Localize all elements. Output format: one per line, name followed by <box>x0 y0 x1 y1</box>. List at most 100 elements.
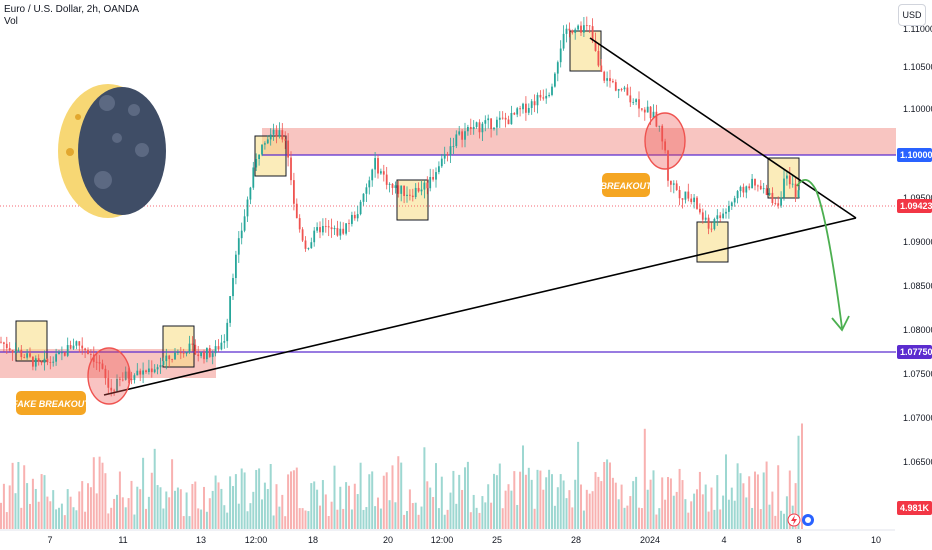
time-tick: 18 <box>308 535 318 545</box>
volume-bar <box>182 516 185 529</box>
candle-body <box>475 122 478 127</box>
candle-body <box>649 106 652 119</box>
moon-crater <box>99 95 115 111</box>
volume-bar <box>342 508 345 529</box>
candle-body <box>380 171 382 174</box>
candle-body <box>759 185 762 190</box>
plot-area[interactable] <box>0 0 895 530</box>
volume-bar <box>43 475 46 529</box>
fake-breakout-note[interactable] <box>16 391 86 415</box>
support-price-tag <box>897 345 932 359</box>
volume-bar <box>130 480 133 529</box>
volume-bar <box>609 462 611 529</box>
candle-body <box>301 229 304 241</box>
candle-body <box>658 125 661 127</box>
forecast-arrow[interactable] <box>796 179 843 329</box>
volume-bar <box>797 435 800 529</box>
price-axis[interactable]: 1.11000 1.10500 1.10000 1.09500 1.09000 … <box>896 0 932 530</box>
volume-bar <box>249 503 252 529</box>
candle-body <box>701 212 704 220</box>
candle-body <box>556 62 559 74</box>
candle-body <box>409 194 411 196</box>
triangle-pattern[interactable] <box>103 37 857 396</box>
candle-body <box>168 355 171 360</box>
volume-bar <box>319 505 321 529</box>
volume-bar <box>159 487 162 529</box>
volume-bar <box>234 474 237 529</box>
candle-body <box>342 228 345 234</box>
candle-body <box>220 342 223 350</box>
candle-body <box>742 186 745 193</box>
candle-body <box>243 216 246 231</box>
volume-bar <box>710 487 713 529</box>
candle-body <box>394 185 397 188</box>
volume-bar <box>136 486 139 529</box>
candle-body <box>313 230 316 243</box>
candle-body <box>745 186 748 193</box>
volume-bar <box>121 497 124 529</box>
candle-body <box>37 358 40 362</box>
volume-tag <box>897 501 932 515</box>
candle-body <box>583 25 585 33</box>
candle-body <box>403 185 405 197</box>
lower-trendline[interactable] <box>103 217 857 396</box>
volume-indicator-label[interactable]: Vol <box>4 16 18 27</box>
volume-bar <box>466 461 469 529</box>
candle-body <box>467 126 469 132</box>
volume-bar <box>591 491 594 529</box>
candle-series <box>0 16 800 397</box>
volume-bar <box>147 496 150 529</box>
volume-series <box>0 423 803 529</box>
candle-body <box>145 370 147 373</box>
candle-body <box>765 188 768 195</box>
candle-body <box>478 122 481 133</box>
volume-bar <box>594 472 597 529</box>
candle-body <box>148 368 150 373</box>
candle-body <box>0 341 2 343</box>
breakout-note[interactable] <box>602 173 650 197</box>
candle-body <box>84 348 86 351</box>
volume-bar <box>26 483 29 529</box>
volume-bar <box>588 493 591 529</box>
candle-body <box>356 214 359 219</box>
candle-body <box>670 180 672 185</box>
volume-bar <box>388 500 391 529</box>
volume-bar <box>75 510 78 529</box>
volume-bar <box>435 463 437 529</box>
volume-bar <box>324 494 327 529</box>
volume-bar <box>34 488 37 529</box>
time-axis[interactable]: 7 11 13 12:00 18 20 12:00 25 28 2024 4 8… <box>0 529 895 545</box>
volume-bar <box>646 489 649 529</box>
candle-body <box>304 240 307 249</box>
candle-body <box>153 369 156 373</box>
candle-body <box>264 143 266 145</box>
candle-body <box>762 188 765 190</box>
candle-body <box>61 352 63 354</box>
currency-button[interactable]: USD <box>898 4 926 26</box>
volume-bar <box>368 474 371 529</box>
upper-trendline[interactable] <box>589 37 857 219</box>
candle-body <box>728 206 730 212</box>
volume-bar <box>246 511 249 529</box>
volume-bar <box>664 499 667 529</box>
symbol-title[interactable]: Euro / U.S. Dollar, 2h, OANDA <box>4 4 140 15</box>
candle-body <box>322 226 324 233</box>
candle-body <box>298 218 301 230</box>
volume-bar <box>765 461 768 529</box>
candle-body <box>382 171 385 175</box>
volume-bar <box>640 508 643 529</box>
candle-body <box>385 174 388 185</box>
volume-bar <box>414 502 417 529</box>
volume-bar <box>736 463 739 529</box>
volume-bar <box>606 459 609 529</box>
candle-body <box>588 25 591 27</box>
candle-body <box>142 370 144 375</box>
volume-bar <box>66 489 69 529</box>
volume-bar <box>617 499 620 529</box>
volume-bar <box>307 511 310 529</box>
volume-bar <box>504 490 507 529</box>
volume-bar <box>771 491 774 529</box>
volume-bar <box>278 506 281 529</box>
time-tick: 13 <box>196 535 206 545</box>
